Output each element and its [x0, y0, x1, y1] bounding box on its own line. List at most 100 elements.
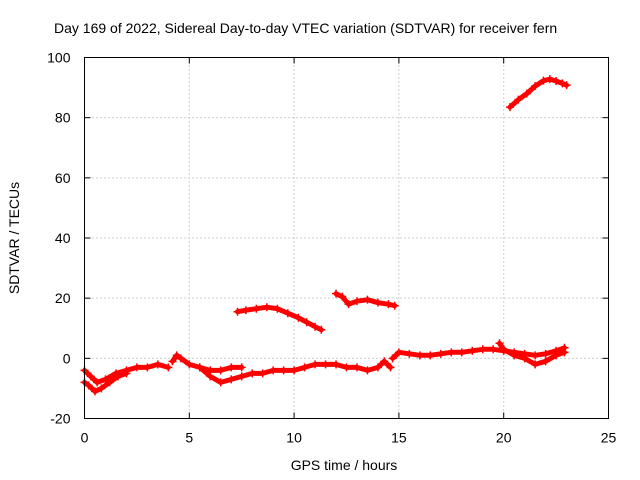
- data-point: [279, 366, 288, 375]
- data-point: [290, 366, 299, 375]
- y-tick-label: 0: [63, 350, 71, 366]
- x-tick-label: 15: [391, 430, 407, 446]
- data-series: [80, 75, 571, 396]
- data-point: [101, 375, 110, 384]
- data-point: [373, 298, 382, 307]
- data-point: [227, 363, 236, 372]
- data-point: [90, 387, 99, 396]
- data-point: [562, 81, 571, 90]
- data-point: [122, 369, 131, 378]
- data-point: [241, 306, 250, 315]
- data-point: [344, 300, 353, 309]
- data-point: [560, 348, 569, 357]
- data-point: [321, 360, 330, 369]
- data-point: [227, 375, 236, 384]
- data-point: [457, 348, 466, 357]
- data-point: [505, 103, 514, 112]
- tick-labels: 0 5 10 15 20 25 -20 0 20 40 60 80 100: [47, 50, 616, 446]
- plot-frame: [84, 57, 609, 419]
- data-point: [531, 360, 540, 369]
- data-point: [269, 366, 278, 375]
- data-point: [363, 295, 372, 304]
- y-tick-label: 20: [55, 290, 71, 306]
- data-point: [258, 369, 267, 378]
- data-point: [273, 304, 282, 313]
- y-axis-label: SDTVAR / TECUs: [6, 182, 22, 294]
- series-band: [497, 340, 567, 367]
- data-point: [478, 345, 487, 354]
- data-point: [132, 363, 141, 372]
- series-band: [82, 361, 171, 385]
- data-point: [447, 348, 456, 357]
- data-point: [300, 363, 309, 372]
- data-point: [468, 346, 477, 355]
- data-point: [386, 363, 395, 372]
- x-tick-label: 20: [496, 430, 512, 446]
- series-track-e: [233, 303, 326, 334]
- data-point: [495, 339, 504, 348]
- data-point: [294, 313, 303, 322]
- data-point: [373, 363, 382, 372]
- series-track-i: [505, 75, 571, 112]
- data-point: [352, 363, 361, 372]
- y-tick-label: -20: [50, 411, 70, 427]
- data-point: [499, 345, 508, 354]
- data-point: [143, 363, 152, 372]
- x-tick-label: 0: [81, 430, 89, 446]
- series-track-g: [388, 343, 569, 363]
- data-point: [531, 351, 540, 360]
- data-point: [216, 366, 225, 375]
- data-point: [522, 89, 531, 98]
- data-point: [363, 366, 372, 375]
- y-tick-label: 80: [55, 110, 71, 126]
- data-point: [332, 289, 341, 298]
- data-point: [558, 79, 567, 88]
- data-point: [552, 351, 561, 360]
- data-point: [384, 300, 393, 309]
- data-point: [514, 95, 523, 104]
- data-point: [206, 372, 215, 381]
- data-point: [252, 304, 261, 313]
- data-point: [97, 384, 106, 393]
- series-track-b: [80, 369, 131, 396]
- data-point: [283, 309, 292, 318]
- data-point: [552, 76, 561, 85]
- data-point: [541, 349, 550, 358]
- data-point: [302, 318, 311, 327]
- data-point: [394, 348, 403, 357]
- data-point: [390, 301, 399, 310]
- data-point: [172, 351, 181, 360]
- data-point: [541, 357, 550, 366]
- series-track-f: [332, 289, 399, 310]
- data-point: [86, 372, 95, 381]
- data-point: [311, 360, 320, 369]
- data-point: [531, 82, 540, 91]
- data-point: [164, 363, 173, 372]
- data-point: [84, 381, 93, 390]
- data-point: [510, 351, 519, 360]
- x-axis-label: GPS time / hours: [291, 457, 398, 473]
- data-point: [436, 349, 445, 358]
- data-point: [168, 357, 177, 366]
- series-track-d: [195, 357, 395, 387]
- data-point: [352, 297, 361, 306]
- data-point: [338, 292, 347, 301]
- series-track-a: [80, 360, 173, 387]
- x-tick-label: 25: [601, 430, 617, 446]
- data-point: [317, 325, 326, 334]
- data-point: [332, 360, 341, 369]
- x-tick-label: 10: [286, 430, 302, 446]
- data-point: [153, 360, 162, 369]
- data-point: [176, 354, 185, 363]
- y-tick-label: 60: [55, 170, 71, 186]
- data-point: [380, 357, 389, 366]
- y-tick-label: 40: [55, 230, 71, 246]
- data-point: [489, 345, 498, 354]
- data-point: [185, 360, 194, 369]
- data-point: [388, 354, 397, 363]
- data-point: [237, 372, 246, 381]
- data-point: [520, 354, 529, 363]
- data-point: [248, 369, 257, 378]
- series-band: [390, 345, 567, 361]
- series-track-h: [495, 339, 569, 369]
